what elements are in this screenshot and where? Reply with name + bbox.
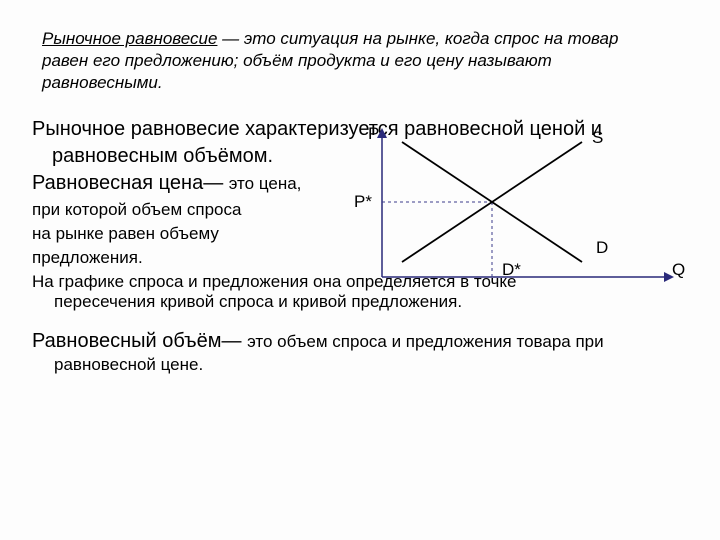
text-eq-price-def: это цена, <box>229 174 302 193</box>
supply-demand-chart: P S P* D D* Q <box>352 122 682 282</box>
definition-paragraph: Рыночное равновесие — это ситуация на ры… <box>42 28 688 94</box>
text-eq-vol-def1: это объем спроса и предложения товара пр… <box>247 332 604 351</box>
text-line-5: предложения. <box>32 248 143 268</box>
text-eq-vol-def2: равновесной цене. <box>54 355 203 374</box>
text-eq-price-term: Равновесная цена— <box>32 172 229 194</box>
text-line-6b: пересечения кривой спроса и кривой предл… <box>54 292 462 311</box>
label-Q: Q <box>672 260 685 280</box>
text-line-4: на рынке равен объему <box>32 224 219 244</box>
label-D: D <box>596 238 608 258</box>
text-line-1b: равновесным объёмом. <box>52 145 273 167</box>
label-Dstar: D* <box>502 260 521 280</box>
label-Pstar: P* <box>354 192 372 212</box>
text-eq-vol-term: Равновесный объём— <box>32 330 247 352</box>
label-S: S <box>592 128 603 148</box>
label-P: P <box>368 124 379 144</box>
definition-sep: — <box>217 29 243 48</box>
text-line-3: при которой объем спроса <box>32 200 241 220</box>
definition-term: Рыночное равновесие <box>42 29 217 48</box>
chart-svg <box>352 122 682 282</box>
